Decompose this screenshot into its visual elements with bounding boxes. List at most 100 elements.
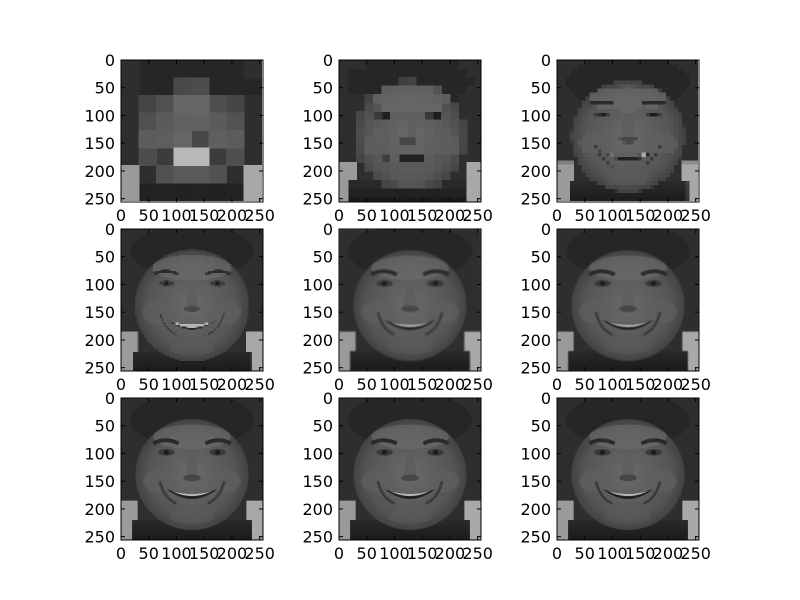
x-tick-label: 100 — [161, 206, 192, 225]
y-tick-label: 0 — [541, 389, 551, 408]
y-tick-label: 50 — [313, 79, 333, 98]
y-tick-label: 50 — [531, 248, 551, 267]
face-image — [337, 391, 483, 542]
y-tick-label: 0 — [105, 389, 115, 408]
face-image — [337, 222, 483, 373]
y-tick-label: 250 — [302, 528, 333, 547]
face-image — [555, 53, 701, 204]
axes-frame — [556, 59, 700, 203]
y-tick-label: 250 — [84, 190, 115, 209]
y-tick-label: 50 — [313, 248, 333, 267]
x-tick-label: 50 — [357, 544, 377, 563]
y-tick-label: 150 — [84, 472, 115, 491]
y-tick-label: 150 — [302, 134, 333, 153]
y-tick-label: 50 — [95, 248, 115, 267]
x-tick-label: 50 — [139, 206, 159, 225]
x-tick-label: 200 — [435, 375, 466, 394]
axes-frame — [556, 228, 700, 372]
x-tick-label: 0 — [552, 206, 562, 225]
x-tick-label: 50 — [575, 544, 595, 563]
x-tick-label: 200 — [217, 544, 248, 563]
axes-frame — [338, 59, 482, 203]
x-tick-label: 0 — [552, 544, 562, 563]
x-tick-label: 100 — [161, 544, 192, 563]
y-tick-label: 100 — [520, 106, 551, 125]
x-tick-label: 250 — [462, 375, 493, 394]
x-tick-label: 100 — [597, 375, 628, 394]
x-tick-label: 200 — [435, 206, 466, 225]
y-tick-label: 50 — [531, 417, 551, 436]
y-tick-label: 50 — [531, 79, 551, 98]
y-tick-label: 150 — [84, 303, 115, 322]
x-tick-label: 150 — [625, 544, 656, 563]
axes-frame — [120, 59, 264, 203]
x-tick-label: 200 — [435, 544, 466, 563]
y-tick-label: 200 — [84, 162, 115, 181]
x-tick-label: 200 — [653, 544, 684, 563]
x-tick-label: 0 — [334, 206, 344, 225]
y-tick-label: 100 — [520, 444, 551, 463]
y-tick-label: 200 — [520, 331, 551, 350]
y-tick-label: 250 — [520, 190, 551, 209]
x-tick-label: 200 — [653, 375, 684, 394]
y-tick-label: 0 — [105, 220, 115, 239]
y-tick-label: 100 — [302, 275, 333, 294]
face-image — [119, 391, 265, 542]
y-tick-label: 100 — [84, 444, 115, 463]
x-tick-label: 150 — [407, 544, 438, 563]
x-tick-label: 100 — [161, 375, 192, 394]
x-tick-label: 150 — [625, 375, 656, 394]
x-tick-label: 250 — [680, 544, 711, 563]
y-tick-label: 250 — [84, 359, 115, 378]
axes-frame — [120, 397, 264, 541]
x-tick-label: 150 — [407, 375, 438, 394]
x-tick-label: 200 — [217, 206, 248, 225]
x-tick-label: 150 — [189, 206, 220, 225]
x-tick-label: 150 — [625, 206, 656, 225]
y-tick-label: 100 — [302, 106, 333, 125]
axes-frame — [338, 228, 482, 372]
y-tick-label: 200 — [302, 500, 333, 519]
x-tick-label: 0 — [334, 544, 344, 563]
face-image — [119, 53, 265, 204]
x-tick-label: 250 — [244, 544, 275, 563]
x-tick-label: 50 — [139, 544, 159, 563]
face-image — [555, 222, 701, 373]
x-tick-label: 150 — [189, 544, 220, 563]
y-tick-label: 250 — [520, 359, 551, 378]
y-tick-label: 150 — [520, 134, 551, 153]
y-tick-label: 200 — [302, 162, 333, 181]
x-tick-label: 100 — [597, 206, 628, 225]
x-tick-label: 250 — [462, 206, 493, 225]
x-tick-label: 0 — [334, 375, 344, 394]
y-tick-label: 0 — [323, 220, 333, 239]
y-tick-label: 250 — [84, 528, 115, 547]
y-tick-label: 0 — [541, 220, 551, 239]
y-tick-label: 200 — [84, 500, 115, 519]
axes-frame — [120, 228, 264, 372]
y-tick-label: 250 — [302, 359, 333, 378]
y-tick-label: 0 — [323, 389, 333, 408]
y-tick-label: 0 — [541, 51, 551, 70]
x-tick-label: 50 — [357, 206, 377, 225]
face-image — [119, 222, 265, 373]
y-tick-label: 200 — [302, 331, 333, 350]
x-tick-label: 250 — [680, 206, 711, 225]
x-tick-label: 100 — [597, 544, 628, 563]
y-tick-label: 150 — [302, 472, 333, 491]
x-tick-label: 0 — [116, 206, 126, 225]
x-tick-label: 0 — [552, 375, 562, 394]
x-tick-label: 250 — [244, 206, 275, 225]
axes-frame — [556, 397, 700, 541]
x-tick-label: 0 — [116, 375, 126, 394]
y-tick-label: 100 — [84, 106, 115, 125]
x-tick-label: 50 — [139, 375, 159, 394]
y-tick-label: 50 — [95, 417, 115, 436]
